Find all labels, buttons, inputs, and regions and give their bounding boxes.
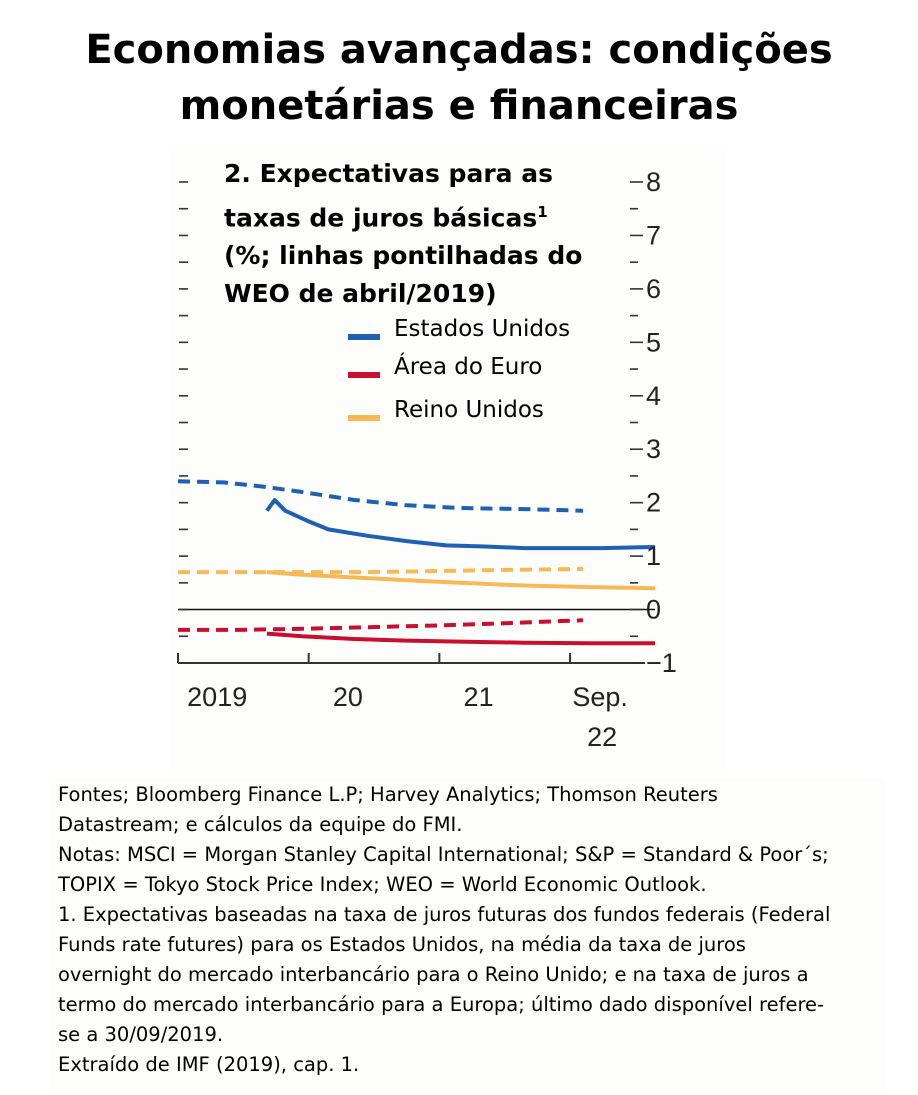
series-line-3 xyxy=(178,618,584,632)
notes-line: Funds rate futures) para os Estados Unid… xyxy=(58,933,746,956)
notes-line: Fontes; Bloomberg Finance L.P; Harvey An… xyxy=(58,783,718,806)
y-tick-label: 6 xyxy=(646,274,661,304)
y-tick-label: 0 xyxy=(646,595,661,625)
chart-title: 2. Expectativas para as taxas de juros b… xyxy=(224,155,624,313)
notes-line: overnight do mercado interbancário para … xyxy=(58,963,809,986)
notes-line: se a 30/09/2019. xyxy=(58,1023,224,1046)
legend-swatch-us xyxy=(348,334,380,340)
chart-title-line-1: 2. Expectativas para as xyxy=(224,159,553,188)
series-line-2 xyxy=(266,631,655,646)
footnote-marker: 1 xyxy=(537,203,548,221)
notes-line: Datastream; e cálculos da equipe do FMI. xyxy=(58,813,463,836)
page-title: Economias avançadas: condições monetária… xyxy=(0,22,918,134)
y-tick-label: 7 xyxy=(646,220,661,250)
page-title-line-1: Economias avançadas: condições xyxy=(85,27,833,73)
x-tick-label: 22 xyxy=(587,722,617,752)
y-tick-label: 8 xyxy=(646,167,661,197)
chart-title-line-2-text: taxas de juros básicas xyxy=(224,203,538,233)
y-tick-label: −1 xyxy=(646,648,677,678)
series-line-0 xyxy=(265,498,656,551)
legend-label-euro: Área do Euro xyxy=(394,354,543,380)
legend-swatch-uk xyxy=(348,415,380,421)
x-tick-label: Sep. xyxy=(572,682,628,712)
series-line-5 xyxy=(178,566,584,575)
chart-title-line-2: taxas de juros básicas1 xyxy=(224,193,624,237)
page-title-line-2: monetárias e financeiras xyxy=(179,83,739,129)
series-layer xyxy=(177,479,656,646)
legend-label-uk: Reino Unidos xyxy=(394,397,544,423)
notes-line: 1. Expectativas baseadas na taxa de juro… xyxy=(58,903,831,926)
notes-block: Fontes; Bloomberg Finance L.P; Harvey An… xyxy=(50,778,885,1090)
notes-line: Extraído de IMF (2019), cap. 1. xyxy=(58,1053,360,1076)
series-line-1 xyxy=(177,479,584,513)
legend-label-us: Estados Unidos xyxy=(394,316,571,342)
y-tick-label: 5 xyxy=(646,327,661,357)
chart-panel xyxy=(170,150,725,770)
y-tick-label: 1 xyxy=(646,541,661,571)
chart-title-line-3: (%; linhas pontilhadas do xyxy=(224,241,583,271)
y-tick-label: 3 xyxy=(646,434,661,464)
legend-swatch-euro xyxy=(348,372,380,378)
notes-line: termo do mercado interbancário para a Eu… xyxy=(58,993,825,1016)
x-tick-label: 21 xyxy=(464,682,494,712)
y-tick-label: 4 xyxy=(646,381,661,411)
series-line-4 xyxy=(266,570,656,591)
chart-title-line-4: WEO de abril/2019) xyxy=(224,279,497,309)
notes-line: Notas: MSCI = Morgan Stanley Capital Int… xyxy=(58,843,829,866)
x-tick-label: 2019 xyxy=(187,682,247,712)
y-tick-label: 2 xyxy=(646,488,661,518)
notes-line: TOPIX = Tokyo Stock Price Index; WEO = W… xyxy=(58,873,707,896)
axes-layer xyxy=(177,181,655,664)
x-tick-label: 20 xyxy=(333,682,363,712)
